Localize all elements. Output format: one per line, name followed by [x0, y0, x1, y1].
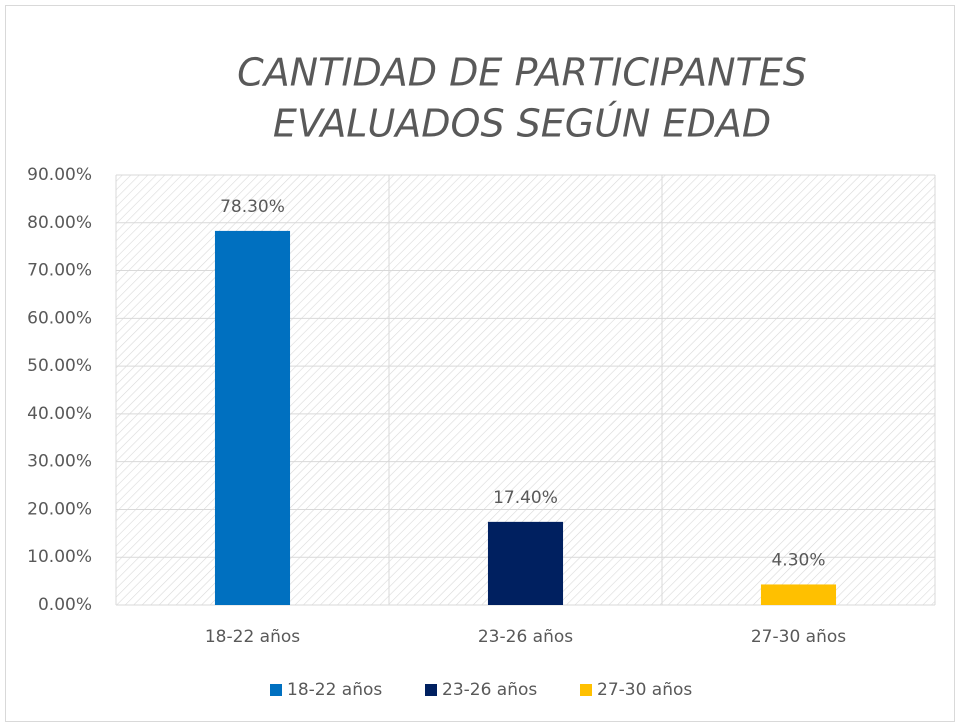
- y-tick-label: 0.00%: [38, 595, 92, 615]
- data-label: 17.40%: [493, 488, 558, 508]
- y-tick-label: 20.00%: [27, 499, 92, 519]
- legend-label: 23-26 años: [442, 680, 537, 700]
- legend-label: 27-30 años: [597, 680, 692, 700]
- data-label: 78.30%: [220, 197, 285, 217]
- y-tick-label: 70.00%: [27, 261, 92, 281]
- bar: [487, 521, 564, 605]
- x-tick-label: 18-22 años: [205, 627, 300, 647]
- bar: [760, 584, 837, 605]
- legend-swatch: [270, 684, 282, 696]
- y-tick-label: 50.00%: [27, 356, 92, 376]
- chart-title: EVALUADOS SEGÚN EDAD: [273, 102, 771, 146]
- x-tick-label: 23-26 años: [478, 627, 573, 647]
- legend-swatch: [580, 684, 592, 696]
- y-tick-label: 40.00%: [27, 404, 92, 424]
- y-tick-label: 30.00%: [27, 452, 92, 472]
- chart-title: CANTIDAD DE PARTICIPANTES: [237, 51, 807, 95]
- legend-swatch: [425, 684, 437, 696]
- y-tick-label: 80.00%: [27, 213, 92, 233]
- y-tick-label: 90.00%: [27, 165, 92, 185]
- x-tick-label: 27-30 años: [751, 627, 846, 647]
- legend-label: 18-22 años: [287, 680, 382, 700]
- y-tick-label: 10.00%: [27, 547, 92, 567]
- bar: [214, 230, 291, 605]
- y-tick-label: 60.00%: [27, 308, 92, 328]
- data-label: 4.30%: [771, 550, 825, 570]
